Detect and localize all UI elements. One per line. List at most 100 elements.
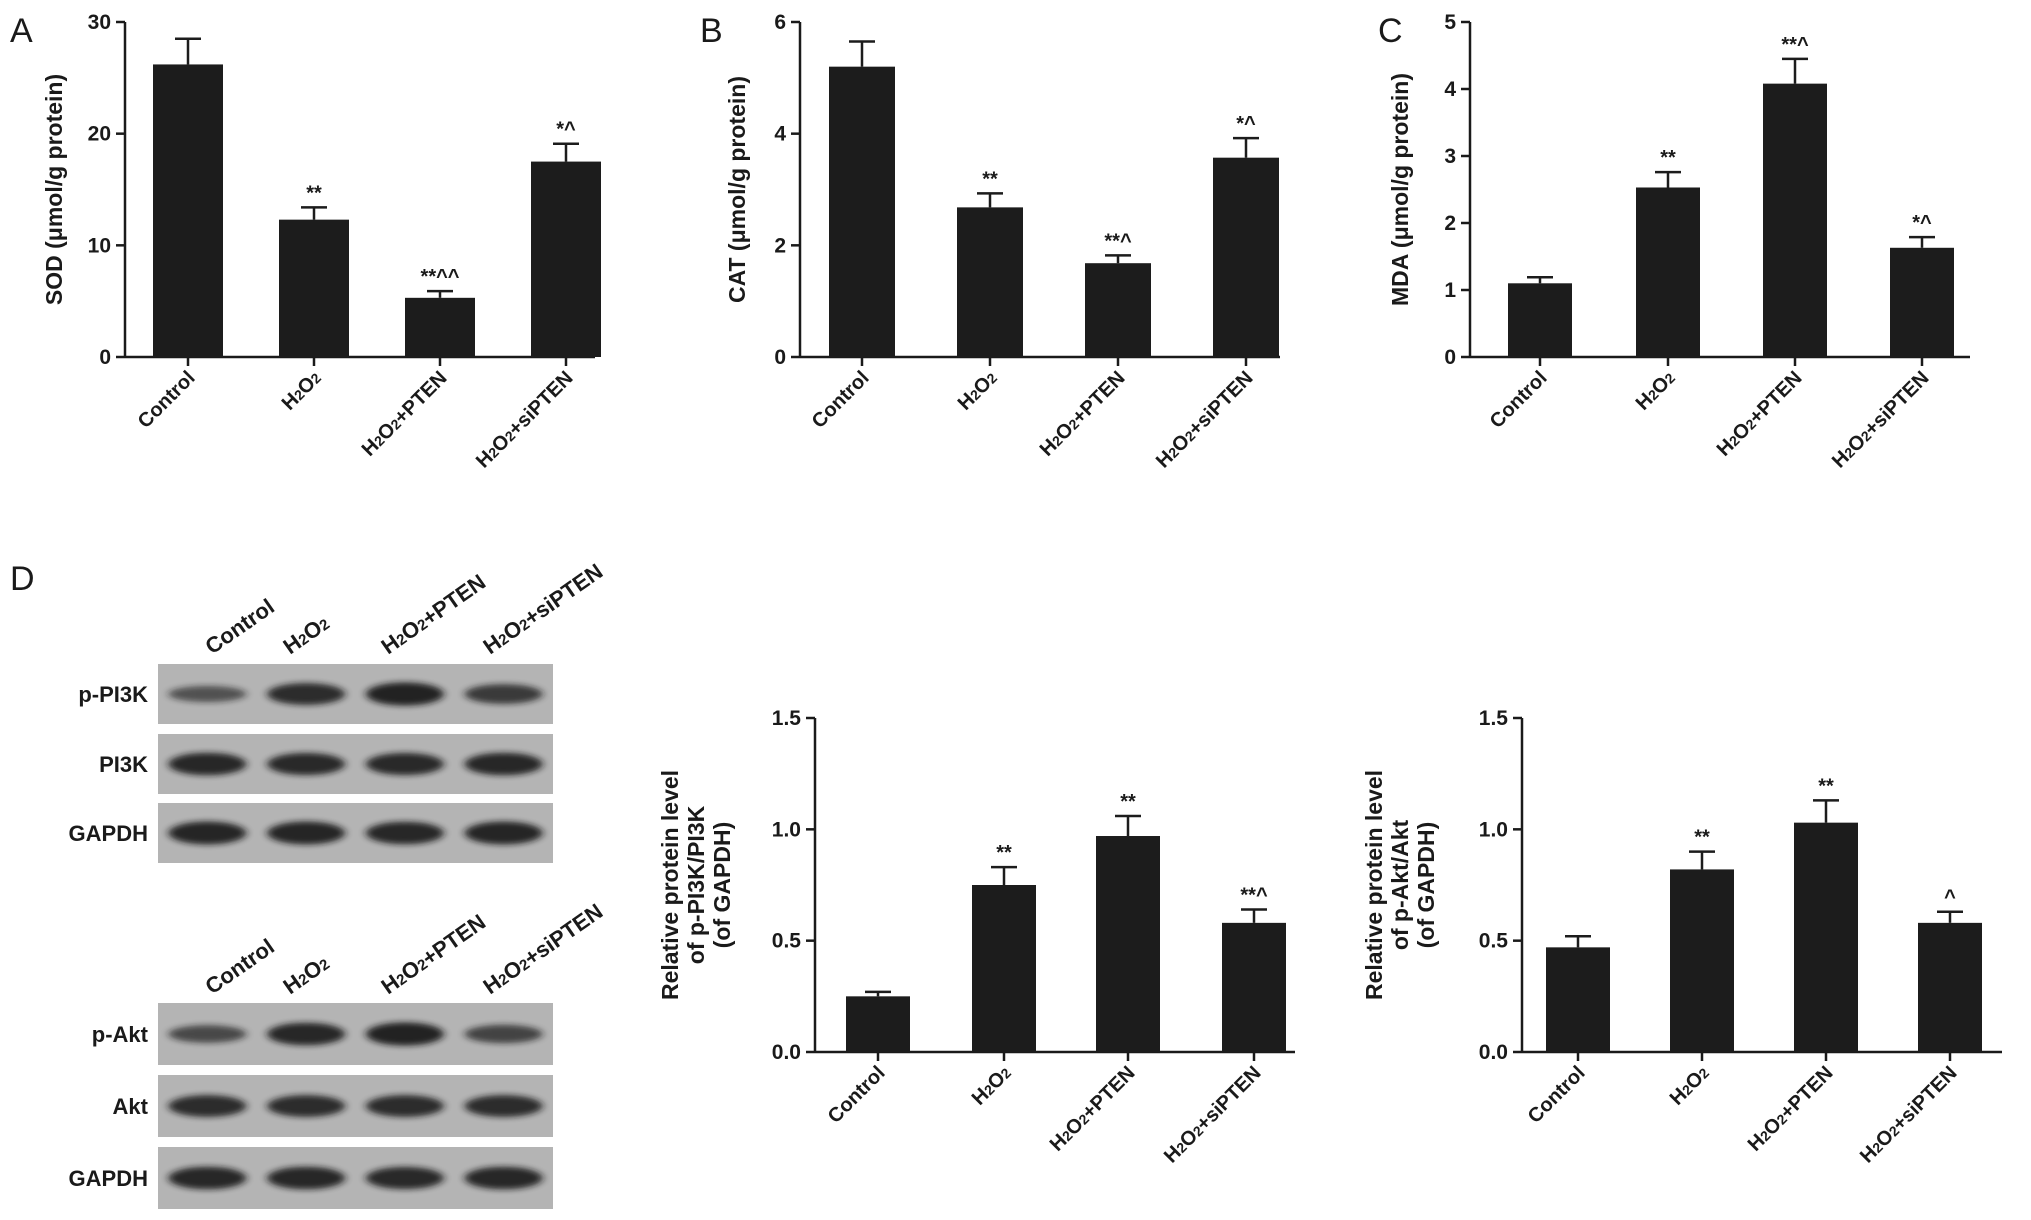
x-tick-label: H2O2 <box>278 367 326 415</box>
x-tick-label: H2O2+siPTEN <box>1152 367 1258 473</box>
blot-band <box>267 1166 346 1190</box>
y-tick-label: 6 <box>774 11 786 34</box>
bar <box>1918 922 1982 1052</box>
y-tick-label: 0 <box>774 346 786 369</box>
bar <box>531 161 601 357</box>
blot-band <box>365 752 444 776</box>
y-tick-label: 5 <box>1444 11 1456 34</box>
chart-c: 0 1 2 3 4 5 MDA (μmol/g protein) Control ** H2O2 *… <box>1387 11 1970 473</box>
y-axis-label: of p-Akt/Akt <box>1387 820 1413 951</box>
bar <box>1213 157 1279 357</box>
x-tick-label: Control <box>1524 1062 1590 1128</box>
bar <box>279 219 349 357</box>
x-tick-label: H2O2+PTEN <box>1713 367 1807 461</box>
lane-label: Control <box>201 934 279 999</box>
blot-band <box>464 821 543 845</box>
bar <box>1096 836 1160 1052</box>
significance-label: ** <box>996 842 1012 864</box>
y-tick-label: 0.5 <box>1479 930 1509 953</box>
y-axis-label: MDA (μmol/g protein) <box>1387 73 1413 306</box>
x-tick-label: Control <box>1486 367 1552 433</box>
blot-band <box>365 1166 444 1190</box>
blot-band <box>168 685 247 703</box>
y-tick-label: 4 <box>1444 78 1456 101</box>
bar <box>1794 822 1858 1052</box>
significance-label: ** <box>1694 827 1710 849</box>
significance-label: ** <box>1120 791 1136 813</box>
y-tick-label: 1.5 <box>772 707 802 730</box>
y-axis-label: SOD (μmol/g protein) <box>41 74 67 305</box>
significance-label: **^^ <box>421 266 460 288</box>
chart-d1: 0.0 0.5 1.0 1.5 Relative protein level of p-P… <box>657 707 1295 1168</box>
y-tick-label: 30 <box>88 11 111 34</box>
lane-label: H2O2 <box>279 610 334 659</box>
chart-d2: 0.0 0.5 1.0 1.5 Relative protein level of p-A… <box>1361 707 2002 1168</box>
bar <box>1636 187 1700 357</box>
y-tick-label: 2 <box>1444 212 1456 235</box>
blot-row-label: p-PI3K <box>78 682 148 707</box>
blot-band <box>464 684 543 704</box>
y-tick-label: 0 <box>99 346 111 369</box>
bar <box>846 996 910 1052</box>
significance-label: **^ <box>1104 230 1132 252</box>
x-tick-label: H2O2+siPTEN <box>1856 1062 1962 1168</box>
chart-b: 0 2 4 6 CAT (μmol/g protein) Control ** H2O2 **^… <box>724 11 1280 473</box>
blot-row-label: p-Akt <box>92 1022 149 1047</box>
bar <box>1670 869 1734 1052</box>
x-tick-label: Control <box>134 367 200 433</box>
blot-band <box>464 1166 543 1190</box>
significance-label: *^ <box>556 119 576 141</box>
y-tick-label: 3 <box>1444 145 1456 168</box>
x-tick-label: H2O2+PTEN <box>358 367 452 461</box>
y-tick-label: 1.5 <box>1479 707 1509 730</box>
x-tick-label: H2O2 <box>954 367 1002 415</box>
lane-label: H2O2+PTEN <box>377 909 491 999</box>
lane-label: H2O2+PTEN <box>377 569 491 659</box>
significance-label: **^ <box>1781 34 1809 56</box>
blot-band <box>267 1022 346 1046</box>
blot-band <box>365 1095 444 1117</box>
y-tick-label: 0 <box>1444 346 1456 369</box>
blot-band <box>365 1022 444 1046</box>
x-tick-label: Control <box>824 1062 890 1128</box>
bar <box>153 64 223 357</box>
bar <box>829 66 895 358</box>
bar <box>405 297 475 357</box>
blot-band <box>464 1024 543 1044</box>
significance-label: ** <box>982 168 998 190</box>
blot-band <box>267 683 346 705</box>
y-tick-label: 1.0 <box>772 818 801 841</box>
significance-label: ** <box>1660 147 1676 169</box>
y-tick-label: 20 <box>88 123 111 146</box>
blot-band <box>168 1166 247 1190</box>
y-axis-label: Relative protein level <box>1361 770 1387 1000</box>
lane-label: H2O2+siPTEN <box>479 559 608 660</box>
significance-label: *^ <box>1912 212 1932 234</box>
y-tick-label: 2 <box>774 234 786 257</box>
x-tick-label: H2O2+PTEN <box>1744 1062 1838 1156</box>
x-tick-label: H2O2+siPTEN <box>1828 367 1934 473</box>
bar <box>957 207 1023 357</box>
blot-band <box>464 1095 543 1117</box>
blot-row-label: PI3K <box>99 752 148 777</box>
bar <box>1085 263 1151 357</box>
significance-label: ** <box>1818 775 1834 797</box>
blot-band <box>365 682 444 706</box>
y-tick-label: 10 <box>88 234 111 257</box>
y-axis-label: of p-PI3K/PI3K <box>683 805 709 964</box>
significance-label: *^ <box>1236 113 1256 135</box>
bar <box>972 885 1036 1052</box>
bar <box>1222 922 1286 1052</box>
x-tick-label: H2O2+siPTEN <box>472 367 578 473</box>
blot-band <box>267 1095 346 1117</box>
y-tick-label: 1 <box>1444 279 1456 302</box>
y-axis-label: CAT (μmol/g protein) <box>724 76 750 303</box>
significance-label: ** <box>306 182 322 204</box>
y-tick-label: 4 <box>774 123 786 146</box>
blot-band <box>365 821 444 845</box>
significance-label: ^ <box>1944 887 1956 909</box>
